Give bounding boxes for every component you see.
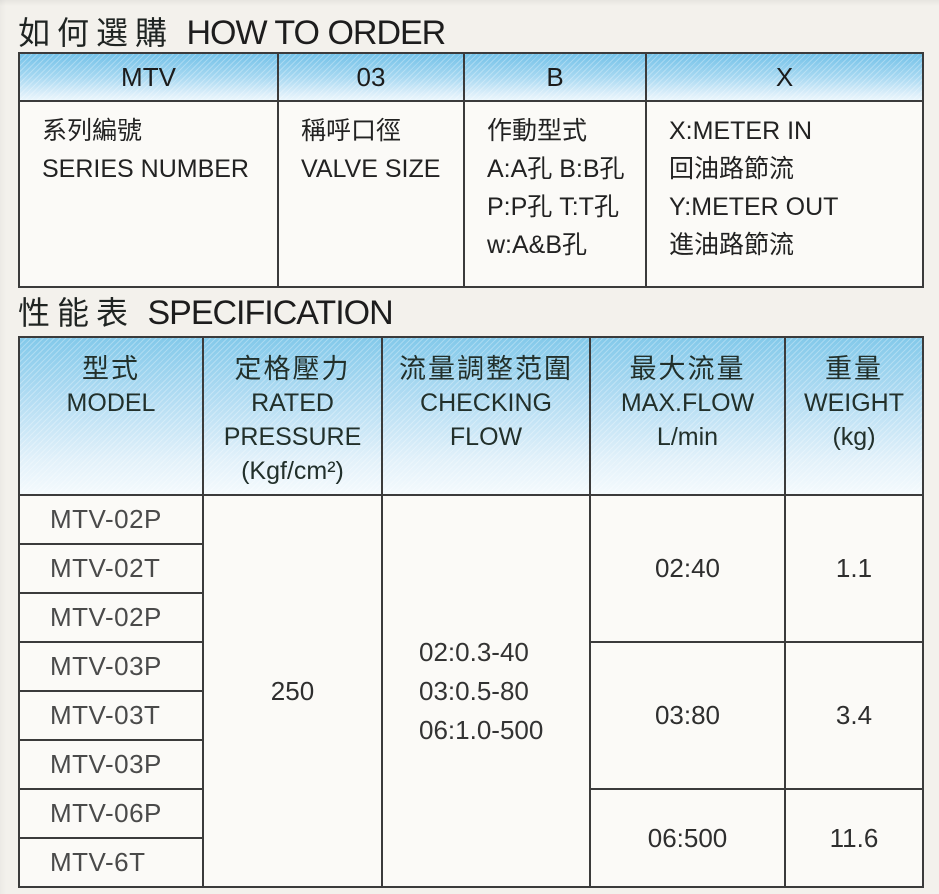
model-cell: MTV-06P [18,788,204,839]
order-code-type: B [463,52,647,102]
order-code-series: MTV [18,52,279,102]
order-code-row: MTV 03 B X [18,52,924,102]
meter-option-text: X:METER IN 回油路節流 Y:METER OUT 進油路節流 [669,117,839,259]
model-cell: MTV-03P [18,641,204,692]
weight-03: 3.4 [784,641,924,790]
table-row: MTV-03P [18,739,923,790]
table-row: MTV-06P 06:500 11.6 [18,788,924,888]
series-number-text: 系列編號 SERIES NUMBER [42,117,249,183]
weight-02: 1.1 [784,494,924,643]
model-cell: MTV-02P [18,494,204,545]
header-max-flow: 最大流量 MAX.FLOW L/min [589,336,786,496]
table-row: MTV-03T [18,690,923,741]
max-flow-06: 06:500 [589,788,786,888]
table-row: MTV-6T [18,837,923,888]
max-flow-03: 03:80 [589,641,786,790]
title1-chinese: 如何選購 [18,15,175,51]
action-type-cell: 作動型式 A:A孔 B:B孔 P:P孔 T:T孔 w:A&B孔 [463,100,647,288]
weight-06: 11.6 [784,788,924,888]
title1-english: HOW TO ORDER [186,14,446,52]
model-cell: MTV-03T [18,690,204,741]
order-code-meter: X [645,52,924,102]
table-row: MTV-02P 250 02:0.3-40 03:0.5-80 06:1.0-500… [18,494,924,888]
series-number-cell: 系列編號 SERIES NUMBER [18,100,279,288]
model-cell: MTV-02T [18,543,204,594]
page-title-specification: 性能表 SPECIFICATION [18,288,394,334]
model-cell: MTV-6T [18,837,204,888]
order-description-row: 系列編號 SERIES NUMBER 稱呼口徑 VALVE SIZE 作動型式 A:A… [18,100,924,288]
header-model: 型式 MODEL [18,336,204,496]
action-type-text: 作動型式 A:A孔 B:B孔 P:P孔 T:T孔 w:A&B孔 [487,117,625,259]
table-row: MTV-03P 03:80 3.4 [18,641,924,790]
specification-table: 型式 MODEL 定格壓力 RATED PRESSURE (Kgf/cm²) 流量調整范… [18,336,924,888]
max-flow-02: 02:40 [589,494,786,643]
meter-option-cell: X:METER IN 回油路節流 Y:METER OUT 進油路節流 [645,100,924,288]
rated-pressure-value: 250 [202,494,383,888]
table-row: MTV-02P [18,592,923,643]
spec-header-row: 型式 MODEL 定格壓力 RATED PRESSURE (Kgf/cm²) 流量調整范… [18,336,924,496]
header-checking-flow: 流量調整范圍 CHECKING FLOW [381,336,591,496]
title2-english: SPECIFICATION [147,294,393,332]
checking-flow-values: 02:0.3-40 03:0.5-80 06:1.0-500 [381,494,591,888]
header-weight: 重量 WEIGHT (kg) [784,336,924,496]
header-rated-pressure: 定格壓力 RATED PRESSURE (Kgf/cm²) [202,336,383,496]
order-code-size: 03 [277,52,465,102]
page-title-how-to-order: 如何選購 HOW TO ORDER [18,8,446,54]
title2-chinese: 性能表 [18,295,136,331]
table-row: MTV-02T [18,543,923,594]
valve-size-text: 稱呼口徑 VALVE SIZE [301,117,441,183]
model-cell: MTV-02P [18,592,204,643]
model-cell: MTV-03P [18,739,204,790]
valve-size-cell: 稱呼口徑 VALVE SIZE [277,100,465,288]
how-to-order-table: MTV 03 B X 系列編號 SERIES NUMBER 稱呼口徑 VALVE S… [18,52,924,288]
